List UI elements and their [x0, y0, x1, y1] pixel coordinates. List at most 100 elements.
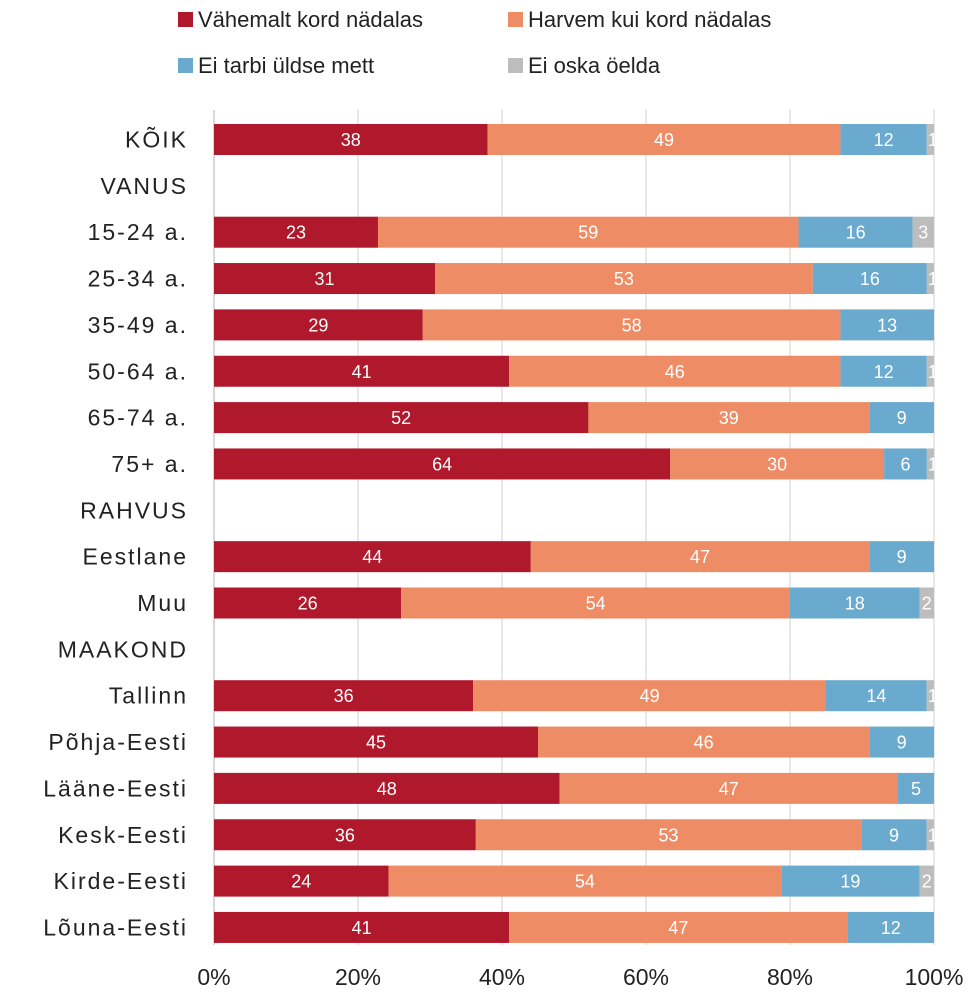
- bar-segment: [509, 911, 848, 943]
- data-label: 1: [928, 825, 938, 845]
- data-label: 12: [874, 130, 894, 150]
- data-label: 3: [918, 223, 928, 243]
- data-label: 59: [578, 223, 598, 243]
- data-label: 5: [911, 779, 921, 799]
- bar-segment: [214, 726, 538, 758]
- category-label: RAHVUS: [80, 497, 188, 523]
- bar-segment: [912, 216, 934, 248]
- bar-segment: [840, 124, 927, 155]
- bar-segment: [884, 448, 927, 480]
- bar-segment: [530, 541, 870, 573]
- bar-segment: [377, 216, 799, 248]
- bar-segment: [214, 819, 476, 851]
- bar-segment: [898, 772, 934, 804]
- data-label: 6: [900, 454, 910, 474]
- bar-segment: [214, 402, 589, 434]
- gridlines: [213, 110, 935, 945]
- bar-segment: [869, 402, 934, 434]
- data-label: 19: [840, 872, 860, 892]
- data-label: 47: [690, 547, 710, 567]
- data-label: 2: [922, 872, 932, 892]
- x-tick-label: 40%: [479, 964, 525, 990]
- bar-segment: [214, 680, 474, 712]
- category-label: Kirde-Eesti: [54, 868, 188, 894]
- bar-segment: [840, 309, 934, 341]
- category-label: 65-74 a.: [88, 405, 188, 431]
- data-label: 23: [286, 223, 306, 243]
- data-label: 1: [928, 686, 938, 706]
- data-label: 58: [622, 315, 642, 335]
- data-label: 41: [352, 918, 372, 938]
- bar-segment: [214, 263, 435, 295]
- bar-segment: [790, 587, 920, 619]
- data-label: 1: [928, 269, 938, 289]
- category-label: VANUS: [100, 173, 188, 199]
- data-label: 1: [928, 362, 938, 382]
- data-label: 0: [935, 918, 945, 938]
- data-label: 49: [654, 130, 674, 150]
- bar-segment: [214, 355, 510, 387]
- bar-segment: [214, 448, 671, 480]
- bars: [214, 124, 934, 943]
- bar-segment: [919, 587, 934, 619]
- data-label: 1: [928, 454, 938, 474]
- category-label: Tallinn: [109, 683, 188, 709]
- data-label: 12: [881, 918, 901, 938]
- data-label: 54: [575, 872, 595, 892]
- data-label: 38: [341, 130, 361, 150]
- bar-segment: [214, 216, 378, 248]
- data-label: 18: [845, 594, 865, 614]
- bar-segment: [214, 587, 402, 619]
- x-tick-label: 60%: [623, 964, 669, 990]
- data-label: 41: [352, 362, 372, 382]
- x-tick-label: 0%: [197, 964, 230, 990]
- legend-label: Harvem kui kord nädalas: [528, 7, 771, 32]
- data-label: 9: [897, 733, 907, 753]
- category-label: KÕIK: [125, 126, 188, 153]
- x-tick-label: 20%: [335, 964, 381, 990]
- bar-segment: [670, 448, 885, 480]
- data-label: 9: [889, 825, 899, 845]
- bar-segment: [926, 680, 934, 712]
- bar-segment: [401, 587, 790, 619]
- legend-label: Ei tarbi üldse mett: [198, 53, 374, 78]
- data-label: 54: [586, 594, 606, 614]
- data-label: 14: [866, 686, 886, 706]
- bar-segment: [919, 865, 934, 897]
- x-tick-label: 80%: [767, 964, 813, 990]
- bar-segment: [847, 911, 934, 943]
- category-label: Muu: [137, 590, 188, 616]
- data-label: 13: [877, 315, 897, 335]
- data-label: 44: [362, 547, 382, 567]
- data-label: 46: [665, 362, 685, 382]
- bar-segment: [214, 772, 560, 804]
- x-tick-label: 100%: [905, 964, 964, 990]
- data-label: 2: [922, 594, 932, 614]
- data-label: 49: [640, 686, 660, 706]
- data-label: 39: [719, 408, 739, 428]
- bar-segment: [475, 819, 862, 851]
- category-label: Lõuna-Eesti: [43, 914, 188, 940]
- bar-segment: [926, 819, 934, 851]
- bar-segment: [869, 726, 934, 758]
- category-label: Eestlane: [82, 544, 188, 570]
- bar-segment: [422, 309, 841, 341]
- legend-swatch: [508, 58, 523, 73]
- data-label: 30: [767, 454, 787, 474]
- data-label: 12: [874, 362, 894, 382]
- bar-segment: [781, 865, 920, 897]
- data-label: 36: [335, 825, 355, 845]
- category-label: MAAKOND: [58, 636, 188, 662]
- legend-swatch: [178, 58, 193, 73]
- bar-segment: [926, 263, 934, 295]
- bar-segment: [509, 355, 841, 387]
- category-label: Lääne-Eesti: [43, 775, 188, 801]
- bar-segment: [487, 124, 841, 155]
- legend: Vähemalt kord nädalas Harvem kui kord näd…: [178, 7, 771, 78]
- data-label: 0: [935, 733, 945, 753]
- category-label: 50-64 a.: [88, 358, 188, 384]
- bar-segment: [861, 819, 927, 851]
- data-label: 47: [668, 918, 688, 938]
- bar-segment: [926, 448, 934, 480]
